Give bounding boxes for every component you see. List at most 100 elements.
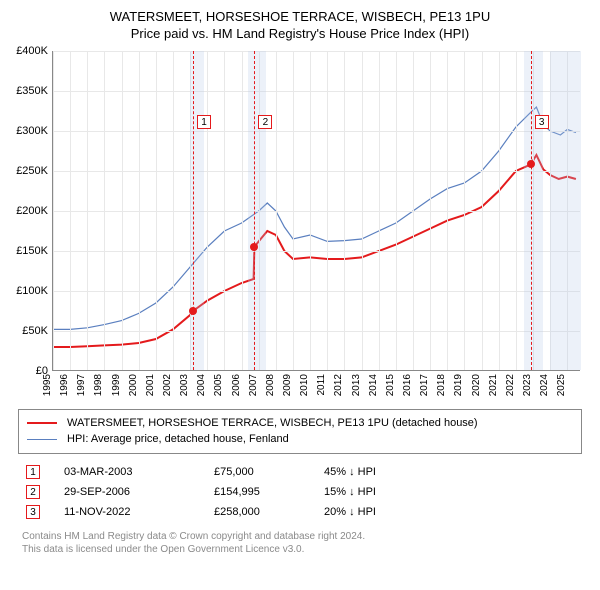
legend-row: WATERSMEET, HORSESHOE TERRACE, WISBECH, …: [27, 415, 573, 432]
footer-line-1: Contains HM Land Registry data © Crown c…: [22, 530, 586, 544]
gridline-v: [499, 51, 500, 370]
x-axis-label: 2010: [299, 374, 310, 396]
x-axis-label: 1995: [42, 374, 53, 396]
y-axis-label: £50K: [22, 325, 48, 337]
legend-row: HPI: Average price, detached house, Fenl…: [27, 431, 573, 448]
x-axis-label: 2000: [128, 374, 139, 396]
x-axis-label: 1996: [59, 374, 70, 396]
legend-swatch: [27, 422, 57, 424]
chart-subtitle: Price paid vs. HM Land Registry's House …: [14, 26, 586, 41]
gridline-h: [53, 251, 580, 252]
y-axis-label: £350K: [16, 85, 48, 97]
x-axis-label: 2025: [556, 374, 567, 396]
sale-marker-label: 3: [535, 115, 549, 129]
gridline-v: [550, 51, 551, 370]
x-axis-label: 2005: [213, 374, 224, 396]
transaction-date: 29-SEP-2006: [64, 486, 214, 498]
transactions-table: 1 03-MAR-2003£75,00045% ↓ HPI 2 29-SEP-2006…: [18, 462, 582, 522]
x-axis-label: 2024: [539, 374, 550, 396]
gridline-h: [53, 211, 580, 212]
gridline-v: [259, 51, 260, 370]
x-axis-label: 2008: [265, 374, 276, 396]
x-axis-label: 2007: [248, 374, 259, 396]
gridline-v: [104, 51, 105, 370]
x-axis-label: 2019: [453, 374, 464, 396]
x-axis-label: 2011: [316, 374, 327, 396]
y-axis-label: £100K: [16, 285, 48, 297]
x-axis-label: 2012: [333, 374, 344, 396]
gridline-v: [139, 51, 140, 370]
gridline-v: [413, 51, 414, 370]
transaction-date: 11-NOV-2022: [64, 506, 214, 518]
x-axis-label: 2013: [351, 374, 362, 396]
x-axis-label: 2006: [231, 374, 242, 396]
sale-marker-label: 2: [258, 115, 272, 129]
x-axis-label: 2004: [196, 374, 207, 396]
legend-label: WATERSMEET, HORSESHOE TERRACE, WISBECH, …: [67, 415, 478, 432]
gridline-v: [344, 51, 345, 370]
footer-attribution: Contains HM Land Registry data © Crown c…: [14, 530, 586, 557]
gridline-v: [396, 51, 397, 370]
gridline-v: [53, 51, 54, 370]
gridline-v: [190, 51, 191, 370]
gridline-v: [533, 51, 534, 370]
gridline-h: [53, 51, 580, 52]
transaction-number: 1: [26, 465, 40, 479]
gridline-v: [310, 51, 311, 370]
transaction-price: £154,995: [214, 486, 324, 498]
y-axis-label: £250K: [16, 165, 48, 177]
gridline-v: [87, 51, 88, 370]
chart-area: £0£50K£100K£150K£200K£250K£300K£350K£400…: [14, 47, 586, 407]
gridline-v: [464, 51, 465, 370]
gridline-v: [293, 51, 294, 370]
transaction-price: £75,000: [214, 466, 324, 478]
gridline-v: [207, 51, 208, 370]
x-axis-label: 2001: [145, 374, 156, 396]
x-axis-label: 1997: [76, 374, 87, 396]
gridline-h: [53, 331, 580, 332]
legend-swatch: [27, 439, 57, 440]
transaction-diff: 20% ↓ HPI: [324, 506, 376, 518]
transaction-price: £258,000: [214, 506, 324, 518]
x-axis-label: 2017: [419, 374, 430, 396]
gridline-v: [122, 51, 123, 370]
gridline-v: [173, 51, 174, 370]
transaction-diff: 45% ↓ HPI: [324, 466, 376, 478]
y-axis-label: £400K: [16, 45, 48, 57]
x-axis-label: 2003: [179, 374, 190, 396]
gridline-h: [53, 291, 580, 292]
footer-line-2: This data is licensed under the Open Gov…: [22, 543, 586, 557]
plot-region: £0£50K£100K£150K£200K£250K£300K£350K£400…: [52, 51, 580, 371]
gridline-h: [53, 91, 580, 92]
y-axis-label: £200K: [16, 205, 48, 217]
gridline-v: [430, 51, 431, 370]
gridline-v: [482, 51, 483, 370]
x-axis-label: 2022: [505, 374, 516, 396]
y-axis-label: £300K: [16, 125, 48, 137]
sale-dot: [250, 243, 258, 251]
x-axis-label: 2014: [368, 374, 379, 396]
chart-title: WATERSMEET, HORSESHOE TERRACE, WISBECH, …: [14, 8, 586, 26]
x-axis-label: 1999: [111, 374, 122, 396]
x-axis-label: 1998: [93, 374, 104, 396]
transaction-number: 2: [26, 485, 40, 499]
sale-dot: [189, 307, 197, 315]
gridline-v: [70, 51, 71, 370]
transaction-row: 1 03-MAR-2003£75,00045% ↓ HPI: [18, 462, 582, 482]
x-axis-label: 2009: [282, 374, 293, 396]
transaction-row: 2 29-SEP-2006£154,99515% ↓ HPI: [18, 482, 582, 502]
legend-label: HPI: Average price, detached house, Fenl…: [67, 431, 289, 448]
gridline-v: [156, 51, 157, 370]
y-axis-label: £150K: [16, 245, 48, 257]
transaction-date: 03-MAR-2003: [64, 466, 214, 478]
gridline-v: [516, 51, 517, 370]
transaction-number: 3: [26, 505, 40, 519]
gridline-v: [447, 51, 448, 370]
gridline-v: [242, 51, 243, 370]
gridline-v: [567, 51, 568, 370]
x-axis-label: 2020: [471, 374, 482, 396]
transaction-row: 3 11-NOV-2022£258,00020% ↓ HPI: [18, 502, 582, 522]
transaction-diff: 15% ↓ HPI: [324, 486, 376, 498]
x-axis-label: 2023: [522, 374, 533, 396]
x-axis-label: 2016: [402, 374, 413, 396]
